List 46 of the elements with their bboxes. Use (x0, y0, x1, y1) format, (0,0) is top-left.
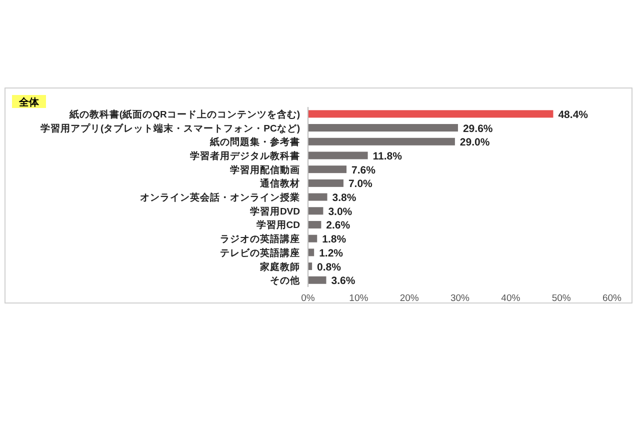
data-label: 7.6% (352, 164, 376, 176)
x-tick-label: 20% (400, 293, 420, 304)
bar (308, 166, 347, 174)
y-tick-label: 学習用DVD (250, 205, 300, 218)
x-tick-label: 30% (450, 293, 470, 304)
data-label: 7.0% (348, 178, 374, 190)
bar (308, 124, 458, 132)
data-label: 29.0% (460, 136, 490, 149)
data-label: 0.8% (317, 261, 342, 274)
data-label: 2.6% (326, 220, 351, 232)
bar (308, 220, 322, 228)
data-label: 29.6% (462, 122, 494, 135)
bar (308, 193, 328, 201)
x-tick-label: 0% (301, 293, 316, 304)
text: 全体 (18, 96, 40, 108)
data-label: 3.0% (328, 206, 353, 218)
y-tick-label: 学習用配信動画 (230, 164, 300, 176)
y-tick-label: 紙の教科書(紙面のQRコード上のコンテンツを含む) (68, 108, 300, 120)
y-tick-label: 学習者用デジタル教科書 (190, 150, 300, 162)
x-tick-label: 40% (501, 293, 521, 304)
bar (308, 138, 455, 146)
y-tick-label: 学習用アプリ(タブレット端末・スマートフォン・PCなど) (40, 122, 300, 134)
bar (308, 152, 368, 160)
data-label: 48.4% (558, 108, 589, 121)
x-tick-label: 60% (602, 293, 622, 304)
data-label: 3.6% (331, 275, 356, 288)
data-label: 3.8% (332, 192, 357, 204)
bar (308, 207, 324, 215)
data-label: 1.2% (319, 247, 344, 260)
y-tick-label: テレビの英語講座 (220, 246, 300, 259)
y-tick-label: オンライン英会話・オンライン授業 (140, 192, 300, 204)
y-tick-label: その他 (270, 274, 301, 287)
y-tick-label: ラジオの英語講座 (220, 233, 300, 246)
data-label: 11.8% (372, 150, 403, 162)
bar (308, 248, 314, 256)
bar (308, 234, 318, 242)
data-label: 1.8% (322, 234, 347, 246)
bar (308, 110, 554, 118)
bar (308, 276, 326, 284)
y-tick-label: 学習用CD (256, 219, 300, 232)
y-tick-label: 紙の問題集・参考書 (209, 136, 300, 148)
x-tick-label: 50% (552, 293, 572, 304)
x-tick-label: 10% (349, 293, 369, 304)
y-tick-label: 通信教材 (259, 178, 300, 190)
bar (308, 179, 344, 187)
y-tick-label: 家庭教師 (259, 260, 300, 273)
